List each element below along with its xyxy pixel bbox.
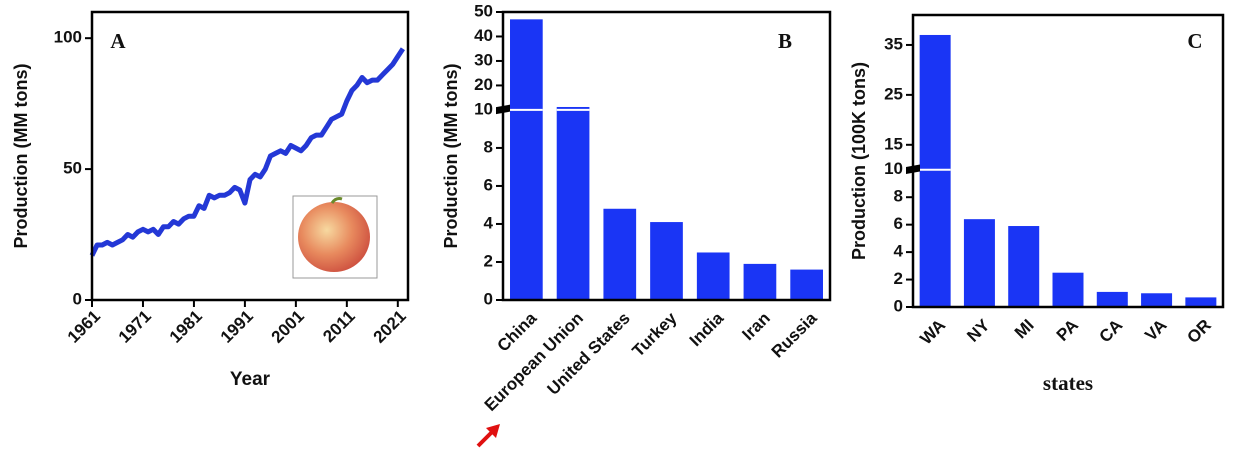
bar — [1052, 272, 1084, 307]
bar — [696, 252, 730, 300]
apple-photo — [292, 195, 378, 279]
bar — [510, 19, 543, 301]
x-tick-label: MI — [1011, 316, 1038, 343]
bar — [963, 219, 995, 307]
y-tick-label: 0 — [73, 289, 82, 308]
bar — [603, 208, 637, 300]
x-axis-label: Year — [230, 369, 271, 390]
x-tick-label: NY — [963, 315, 994, 346]
plot-frame — [90, 10, 410, 302]
x-tick-label: Turkey — [629, 308, 681, 360]
y-tick-label: 40 — [474, 26, 493, 45]
panel-label: A — [110, 29, 126, 53]
x-tick-label: 1971 — [115, 307, 155, 347]
y-tick-label: 6 — [484, 175, 493, 194]
y-tick-label: 0 — [894, 296, 903, 315]
y-tick-label: 25 — [884, 84, 903, 103]
plot-frame — [911, 13, 1225, 309]
x-tick-label: Russia — [768, 308, 821, 361]
y-tick-label: 0 — [484, 289, 493, 308]
x-tick-label: 1991 — [217, 307, 257, 347]
x-tick-label: VA — [1141, 316, 1170, 345]
y-tick-label: 4 — [484, 213, 494, 232]
y-tick-label: 6 — [894, 214, 903, 233]
panel-label: C — [1187, 29, 1202, 53]
x-tick-label: 1961 — [64, 307, 104, 347]
y-tick-label: 2 — [894, 269, 903, 288]
x-tick-label: 1981 — [166, 307, 206, 347]
y-tick-label: 35 — [884, 34, 903, 53]
y-tick-label: 100 — [54, 28, 82, 47]
x-tick-label: 2001 — [268, 307, 308, 347]
y-tick-label: 15 — [884, 134, 903, 153]
bar — [556, 106, 590, 301]
red-arrow — [476, 424, 500, 448]
plot-frame — [501, 10, 832, 302]
x-tick-label: OR — [1183, 316, 1214, 347]
x-tick-label: United States — [544, 309, 634, 399]
x-tick-label: India — [686, 308, 728, 350]
y-axis-label: Production (MM tons) — [441, 64, 461, 249]
y-tick-label: 10 — [474, 99, 493, 118]
y-tick-label: 10 — [884, 159, 903, 178]
y-tick-label: 50 — [474, 1, 493, 20]
y-axis-label: Production (MM tons) — [11, 64, 31, 249]
x-tick-label: Iran — [738, 309, 773, 344]
y-tick-label: 4 — [894, 242, 904, 261]
bar — [650, 222, 683, 300]
y-tick-label: 2 — [484, 251, 493, 270]
bar — [1096, 291, 1128, 307]
x-tick-label: 2011 — [319, 307, 359, 347]
y-tick-label: 8 — [894, 187, 903, 206]
bar — [919, 34, 951, 308]
bar — [1008, 226, 1040, 307]
x-tick-label: PA — [1053, 316, 1082, 345]
bar — [790, 269, 823, 300]
bar — [1185, 297, 1217, 307]
x-tick-label: WA — [916, 316, 949, 349]
bar — [1141, 293, 1173, 307]
x-tick-label: 2021 — [370, 307, 410, 347]
y-tick-label: 8 — [484, 137, 493, 156]
line — [89, 47, 405, 257]
y-tick-label: 30 — [474, 50, 493, 69]
x-tick-label: CA — [1095, 316, 1126, 347]
x-axis-label: states — [1043, 371, 1093, 395]
y-tick-label: 50 — [63, 159, 82, 178]
y-axis-label: Production (100K tons) — [849, 62, 869, 260]
panel-label: B — [778, 29, 792, 53]
bar — [743, 263, 777, 300]
y-tick-label: 20 — [474, 75, 493, 94]
